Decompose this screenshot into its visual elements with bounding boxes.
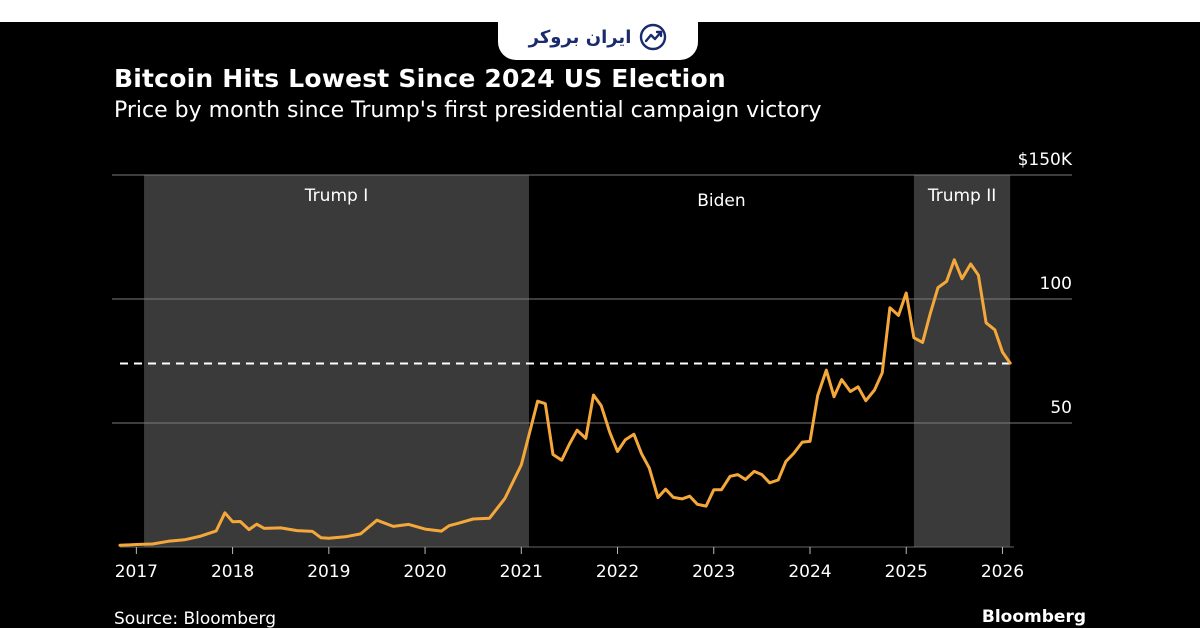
x-tick-label-1: 2018 (211, 562, 254, 582)
x-tick-label-4: 2021 (500, 562, 543, 582)
brand-logo[interactable]: ایران بروکر (498, 14, 698, 60)
x-tick-label-7: 2024 (788, 562, 831, 582)
series-line-0 (118, 258, 1012, 547)
x-tick-label-0: 2017 (115, 562, 158, 582)
period-shade-0 (144, 175, 529, 547)
chart-title: Bitcoin Hits Lowest Since 2024 US Electi… (114, 64, 726, 93)
x-tick-label-3: 2020 (403, 562, 446, 582)
x-tick-label-8: 2025 (885, 562, 928, 582)
x-tick-label-9: 2026 (981, 562, 1024, 582)
period-label-1: Biden (697, 191, 745, 211)
chart-subtitle: Price by month since Trump's first presi… (114, 98, 822, 123)
period-label-0: Trump I (304, 186, 368, 206)
period-shade-2 (913, 175, 1011, 547)
y-tick-label-0: 50 (1050, 398, 1072, 418)
logo-text: ایران بروکر (528, 26, 632, 48)
y-tick-label-2: $150K (1018, 150, 1073, 170)
chart-trend-icon (640, 23, 667, 51)
x-tick-label-5: 2022 (596, 562, 639, 582)
x-tick-label-6: 2023 (692, 562, 735, 582)
source-note: Source: Bloomberg (114, 609, 276, 629)
period-label-2: Trump II (927, 186, 996, 206)
bloomberg-brand: Bloomberg (981, 607, 1086, 627)
y-tick-label-1: 100 (1040, 274, 1072, 294)
x-tick-label-2: 2019 (307, 562, 350, 582)
